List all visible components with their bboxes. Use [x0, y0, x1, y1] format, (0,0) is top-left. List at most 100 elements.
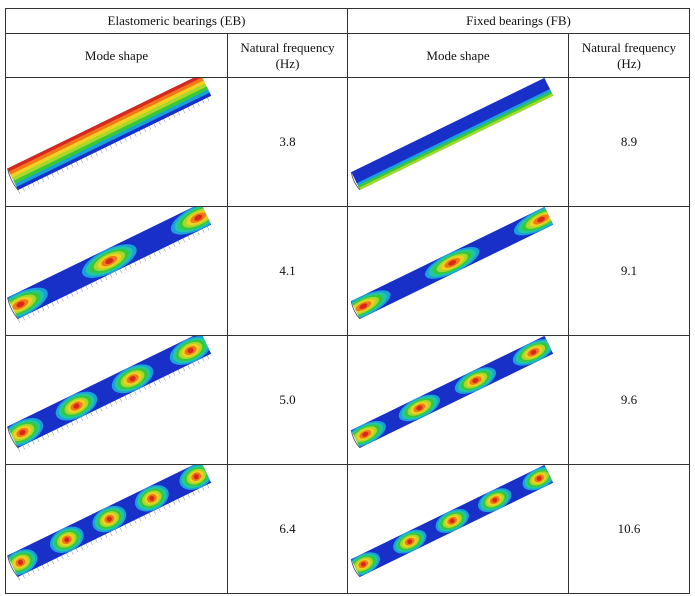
mode-shape	[7, 336, 212, 452]
support	[100, 407, 103, 412]
support	[85, 285, 88, 290]
support	[90, 412, 93, 417]
support	[37, 309, 40, 314]
support	[192, 362, 195, 367]
mode-shape	[7, 207, 212, 323]
support	[41, 178, 45, 182]
support	[119, 527, 122, 532]
support	[124, 137, 127, 142]
frequency-cell: 9.6	[568, 335, 690, 465]
contour-lobe	[448, 260, 457, 266]
support	[177, 240, 181, 245]
mode-row: 3.8 8.9	[5, 77, 690, 207]
support	[197, 489, 200, 494]
mode-table: Elastomeric bearings (EB) Fixed bearings…	[5, 8, 690, 594]
mode-shape	[7, 78, 212, 194]
contour-lobe	[537, 216, 546, 223]
contour-lobe	[187, 347, 194, 354]
support	[27, 443, 30, 447]
deck-end	[350, 300, 361, 320]
support	[207, 97, 210, 102]
support	[90, 541, 93, 546]
support	[27, 314, 30, 318]
contour-lobe	[129, 376, 136, 382]
group-row: Elastomeric bearings (EB) Fixed bearings…	[5, 8, 690, 34]
mode-shape-cell	[5, 206, 228, 336]
support	[153, 510, 156, 515]
support	[90, 283, 93, 288]
support	[66, 295, 69, 300]
support	[66, 166, 69, 171]
support	[202, 228, 205, 233]
frequency-cell: 10.6	[568, 464, 690, 594]
support	[143, 128, 147, 133]
support	[158, 379, 161, 384]
frequency-cell: 5.0	[227, 335, 348, 465]
support	[51, 560, 54, 565]
support	[56, 428, 59, 433]
deck	[7, 336, 212, 452]
support	[85, 543, 88, 548]
support	[109, 144, 113, 149]
contour-band	[16, 92, 212, 190]
support	[143, 386, 147, 391]
support	[61, 426, 64, 431]
contour-band	[10, 80, 206, 179]
support	[100, 149, 103, 154]
contour-lobe	[194, 214, 203, 221]
contour-band	[358, 93, 554, 190]
deck	[350, 78, 554, 191]
support	[182, 496, 186, 501]
support	[153, 252, 156, 257]
support	[85, 156, 88, 161]
deck	[7, 78, 212, 194]
support	[37, 180, 40, 185]
support	[173, 372, 176, 376]
support	[119, 269, 122, 274]
support	[134, 391, 137, 395]
support	[105, 534, 108, 539]
support	[119, 140, 122, 145]
support	[105, 276, 108, 281]
contour-lobe	[449, 518, 455, 524]
mode-row: 4.1 9.1	[5, 206, 690, 336]
contour-lobe	[16, 301, 25, 308]
contour-lobe	[359, 303, 368, 310]
contour-band	[7, 78, 203, 172]
support	[75, 290, 79, 295]
support	[124, 266, 127, 271]
support	[80, 417, 84, 421]
support	[51, 431, 54, 436]
deck	[7, 207, 212, 323]
support	[148, 512, 152, 517]
support	[46, 175, 50, 180]
support	[202, 357, 205, 362]
deck	[7, 465, 212, 581]
support	[158, 121, 161, 126]
deck	[350, 336, 554, 449]
support	[56, 557, 59, 562]
support	[61, 297, 64, 302]
support	[56, 170, 59, 175]
support	[41, 436, 45, 440]
support	[32, 182, 35, 187]
support	[207, 355, 210, 360]
contour-band	[357, 91, 553, 189]
contour-lobe	[492, 497, 498, 503]
support	[192, 104, 195, 109]
support	[153, 381, 156, 386]
support	[153, 123, 156, 128]
mode-shape-cell	[347, 464, 569, 594]
column-header: Natural frequency (Hz)	[568, 33, 690, 78]
support	[61, 168, 64, 173]
support	[32, 311, 35, 316]
deck	[350, 207, 554, 320]
contour-lobe	[360, 561, 366, 567]
support	[95, 538, 98, 543]
support	[168, 503, 171, 508]
mode-row: 6.4 10.6	[5, 464, 690, 594]
deck-end	[7, 426, 19, 449]
support	[173, 501, 176, 505]
support	[17, 189, 21, 194]
support	[158, 508, 161, 513]
